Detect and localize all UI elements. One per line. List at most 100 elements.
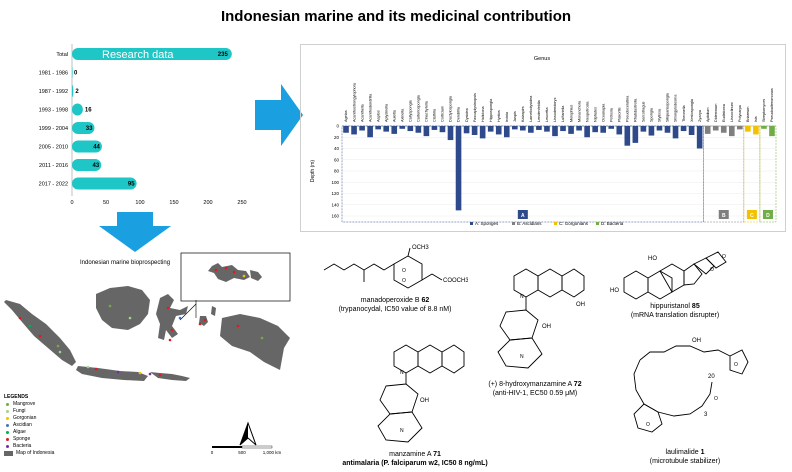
genus-label: Neopetrosia <box>585 101 589 122</box>
y-tick-label: 100 <box>331 180 339 185</box>
legend-dot <box>6 403 9 406</box>
bar <box>72 140 102 153</box>
depth-bar <box>520 126 526 131</box>
genus-label: Dendrilla <box>457 106 461 122</box>
caption-hippuristanol: hippuristanol 85 (mRNA translation disru… <box>630 303 720 319</box>
group-box <box>759 125 777 223</box>
legend-item: Sponge <box>4 436 54 443</box>
island-java <box>76 366 148 381</box>
genus-label: Clathria <box>433 108 437 122</box>
genus-label: Briareum <box>746 107 750 122</box>
svg-text:OH: OH <box>576 302 585 308</box>
depth-bar <box>640 126 647 132</box>
genus-label: Rhabdastrella <box>634 98 638 122</box>
depth-bar <box>568 126 574 134</box>
legend-label: Bacteria <box>13 443 32 449</box>
legend-item: Ascidian <box>4 422 54 429</box>
data-label: 44 <box>93 145 100 151</box>
genus-label: Streptomyces <box>762 99 766 122</box>
genus-label: Acanthostrongylophora <box>352 82 356 122</box>
genus-label: Siliquariaspongia <box>666 92 670 122</box>
svg-text:HO: HO <box>648 256 657 262</box>
caption-8-hydroxymanzamine: (+) 8-hydroxymanzamine A 72 (anti-HIV-1,… <box>488 381 582 397</box>
genus-title: Genus <box>534 56 550 62</box>
bar <box>72 103 83 116</box>
genus-label: Spongia <box>650 107 654 122</box>
depth-bar <box>712 126 719 131</box>
inset-island-small <box>250 270 262 281</box>
y-tick-label: 0 <box>336 124 339 129</box>
category-label: 2011 - 2016 <box>39 163 68 169</box>
sample-site-dot <box>128 316 132 320</box>
category-label: 1999 - 2004 <box>39 126 68 132</box>
legend-label: Ascidian <box>13 422 32 428</box>
sample-site-dot <box>94 367 98 371</box>
data-label: 235 <box>218 52 229 58</box>
x-tick-label: 50 <box>103 200 109 206</box>
category-label: 1981 - 1986 <box>39 71 68 77</box>
x-tick-label: 250 <box>237 200 246 206</box>
group-tag-label: D <box>766 213 770 219</box>
group-tag-label: B <box>722 213 726 219</box>
legend-item: Algae <box>4 429 54 436</box>
legend-label: B: Ascidians <box>517 221 542 226</box>
depth-bar <box>351 126 357 135</box>
sample-site-dot <box>138 371 142 375</box>
svg-text:N: N <box>400 370 404 376</box>
depth-bar <box>616 126 623 135</box>
genus-label: Kalaspirs <box>521 106 525 122</box>
data-label: 2 <box>75 89 79 95</box>
depth-bar <box>471 126 478 135</box>
svg-text:HO: HO <box>610 288 619 294</box>
sample-site-dot <box>116 370 120 374</box>
svg-text:O: O <box>402 268 406 274</box>
structure-manadoperoxide: O O OCH3 COOCH3 <box>323 245 468 289</box>
sample-site-dot <box>236 324 240 328</box>
legend-item: Gorgonian <box>4 415 54 422</box>
scale-bar: 0 500 1,000 km <box>211 445 282 455</box>
legend-label: A: Sponges <box>475 221 499 226</box>
depth-bar <box>720 126 727 133</box>
legend-land-label: Map of Indonesia <box>16 450 55 456</box>
genus-label: Agelas <box>344 110 348 122</box>
sample-site-dot <box>242 274 246 278</box>
depth-bar <box>584 126 590 138</box>
genus-label: Lamellodysidea <box>529 95 533 122</box>
island-papua <box>220 314 290 370</box>
genus-label: Carteriospongia <box>417 94 421 122</box>
depth-bar <box>447 126 454 141</box>
svg-text:O: O <box>734 362 738 368</box>
down-arrow <box>99 212 171 252</box>
island-maluku <box>199 306 216 326</box>
group-tag <box>517 210 528 219</box>
legend-label: Sponge <box>13 436 31 442</box>
sample-site-dot <box>203 318 207 322</box>
group-box <box>743 125 761 223</box>
genus-label: Aplysinella <box>384 103 388 122</box>
depth-bar <box>407 126 414 132</box>
data-label: 0 <box>74 71 78 77</box>
depth-bar <box>423 126 430 137</box>
depth-bar <box>632 126 639 143</box>
depth-bar <box>399 126 406 129</box>
depth-bar <box>359 126 365 131</box>
genus-label: Cinachyrella <box>425 100 429 122</box>
depth-bar <box>672 126 679 139</box>
y-tick-label: 120 <box>331 191 339 196</box>
legend-label: Algae <box>13 429 26 435</box>
genus-label: Ircinia <box>505 111 509 122</box>
structure-manzamine-a: N OH N <box>377 344 465 443</box>
land-swatch <box>4 451 13 456</box>
genus-label: Acanthella <box>360 103 364 122</box>
legend-dot <box>6 417 9 420</box>
sample-site-dot <box>198 322 202 326</box>
legend-swatch <box>554 222 557 225</box>
genus-label: Dactylospongia <box>449 95 453 122</box>
svg-text:OH: OH <box>692 338 701 344</box>
legend-swatch <box>596 222 599 225</box>
svg-text:500: 500 <box>238 450 246 455</box>
svg-text:20: 20 <box>708 374 715 380</box>
sample-site-dot <box>56 344 60 348</box>
bar <box>72 122 95 134</box>
genus-label: Petrosia <box>609 107 613 122</box>
